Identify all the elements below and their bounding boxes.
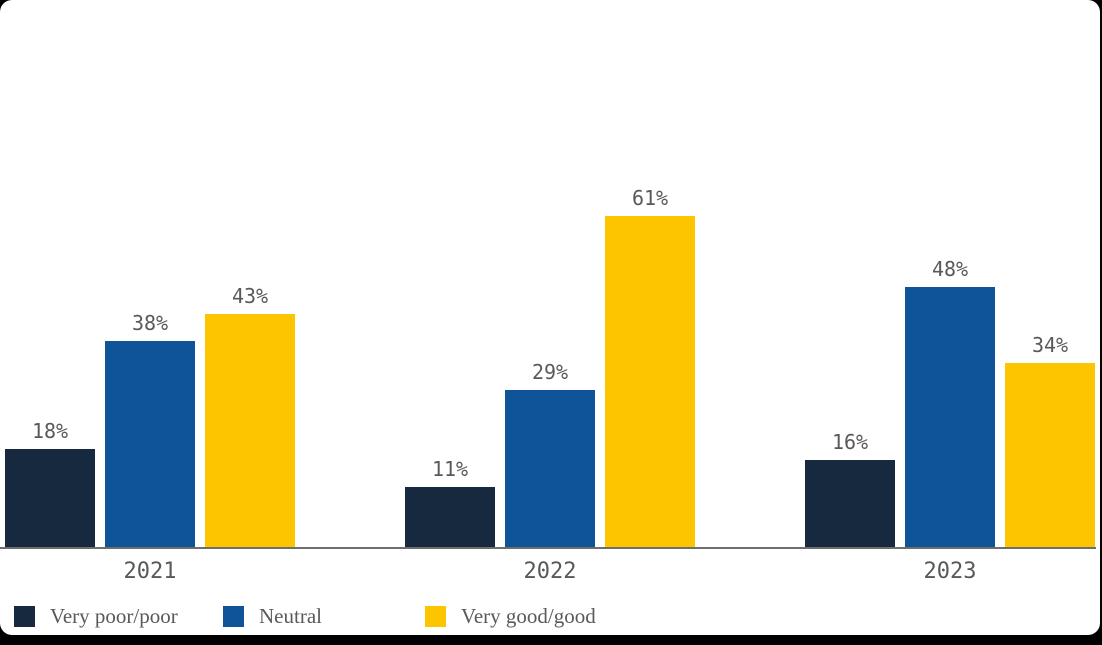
legend-label-very-good: Very good/good <box>461 604 596 628</box>
bar-value-label: 18% <box>31 419 69 443</box>
legend-swatch-very-poor <box>14 606 35 627</box>
legend-item-very-poor[interactable]: Very poor/poor <box>14 604 178 629</box>
bar-value-label: 29% <box>531 360 569 384</box>
bar-2021-very-poor-poor[interactable] <box>5 449 95 547</box>
legend-label-neutral: Neutral <box>259 604 322 628</box>
legend-swatch-very-good <box>425 606 446 627</box>
bar-2023-neutral[interactable] <box>905 287 995 547</box>
bar-2022-neutral[interactable] <box>505 390 595 547</box>
bar-2023-very-poor-poor[interactable] <box>805 460 895 547</box>
x-axis-label-2023: 2023 <box>923 559 977 584</box>
legend-item-neutral[interactable]: Neutral <box>223 604 322 629</box>
plot-area: 2021 2022 2023 18% 38% 43% 11% 29% 61% 16% 48% 3… <box>0 186 1096 584</box>
x-axis-label-2021: 2021 <box>123 559 177 584</box>
bar-2022-very-good-good[interactable] <box>605 216 695 547</box>
legend-swatch-neutral <box>223 606 244 627</box>
bar-2021-very-good-good[interactable] <box>205 314 295 547</box>
legend-item-very-good[interactable]: Very good/good <box>425 604 596 629</box>
bar-value-label: 38% <box>131 311 169 335</box>
bar-2023-very-good-good[interactable] <box>1005 363 1095 547</box>
legend: Very poor/poor Neutral Very good/good <box>0 604 1100 634</box>
bar-value-label: 11% <box>431 457 469 481</box>
x-axis-label-2022: 2022 <box>523 559 577 584</box>
bar-2021-neutral[interactable] <box>105 341 195 547</box>
legend-label-very-poor: Very poor/poor <box>50 604 178 628</box>
bar-value-label: 34% <box>1031 333 1069 357</box>
bar-value-label: 43% <box>231 284 269 308</box>
bar-value-label: 61% <box>631 186 669 210</box>
bar-value-label: 48% <box>931 257 969 281</box>
x-axis-line <box>0 547 1096 549</box>
bar-value-label: 16% <box>831 430 869 454</box>
bar-2022-very-poor-poor[interactable] <box>405 487 495 547</box>
